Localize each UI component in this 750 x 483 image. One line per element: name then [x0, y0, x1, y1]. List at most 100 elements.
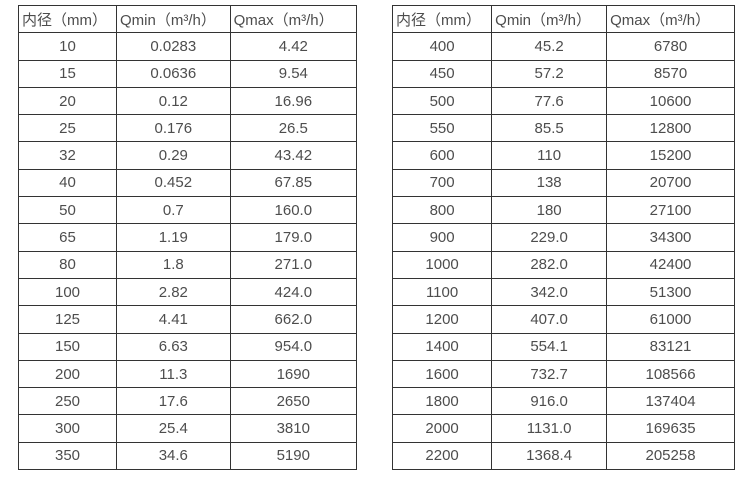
column-header-qmin: Qmin（m³/h）	[116, 4, 231, 34]
column-header-qmax: Qmax（m³/h）	[606, 4, 735, 34]
table-row: 125 4.41 662.0	[17, 305, 358, 334]
cell-qmax: 8570	[606, 59, 735, 88]
cell-qmin: 916.0	[491, 387, 608, 416]
cell-diameter: 150	[17, 332, 118, 361]
cell-qmax: 3810	[229, 414, 358, 443]
cell-qmax: 16.96	[229, 86, 358, 116]
cell-qmax: 179.0	[229, 223, 358, 252]
cell-qmin: 1131.0	[491, 414, 608, 443]
table-row: 550 85.5 12800	[391, 114, 735, 143]
cell-qmax: 137404	[606, 387, 735, 416]
cell-diameter: 40	[17, 168, 118, 198]
cell-qmax: 26.5	[229, 114, 358, 143]
cell-qmin: 180	[491, 196, 608, 225]
cell-qmax: 169635	[606, 414, 735, 443]
cell-qmax: 271.0	[229, 250, 358, 279]
cell-qmax: 20700	[606, 168, 735, 198]
cell-qmax: 34300	[606, 223, 735, 252]
cell-qmax: 83121	[606, 332, 735, 361]
cell-qmax: 205258	[606, 441, 735, 471]
cell-qmin: 0.12	[116, 86, 231, 116]
cell-qmin: 85.5	[491, 114, 608, 143]
table-row: 1000 282.0 42400	[391, 250, 735, 279]
table-row: 900 229.0 34300	[391, 223, 735, 252]
cell-qmax: 1690	[229, 359, 358, 389]
cell-qmax: 424.0	[229, 277, 358, 307]
cell-diameter: 1600	[391, 359, 493, 389]
cell-diameter: 80	[17, 250, 118, 279]
cell-diameter: 100	[17, 277, 118, 307]
table-row: 200 11.3 1690	[17, 359, 358, 389]
table-row: 700 138 20700	[391, 168, 735, 198]
cell-qmax: 61000	[606, 305, 735, 334]
cell-diameter: 1400	[391, 332, 493, 361]
cell-qmax: 43.42	[229, 141, 358, 170]
table-row: 10 0.0283 4.42	[17, 32, 358, 61]
cell-diameter: 50	[17, 196, 118, 225]
cell-diameter: 250	[17, 387, 118, 416]
cell-qmax: 67.85	[229, 168, 358, 198]
cell-diameter: 15	[17, 59, 118, 88]
table-row: 15 0.0636 9.54	[17, 59, 358, 88]
table-row: 50 0.7 160.0	[17, 196, 358, 225]
column-header-qmin: Qmin（m³/h）	[491, 4, 608, 34]
spec-table-small-diameters: 内径（mm） Qmin（m³/h） Qmax（m³/h） 10 0.0283 4.4…	[17, 4, 358, 471]
cell-qmin: 0.29	[116, 141, 231, 170]
cell-qmax: 6780	[606, 32, 735, 61]
table-row: 20 0.12 16.96	[17, 86, 358, 116]
cell-diameter: 1000	[391, 250, 493, 279]
table-row: 1800 916.0 137404	[391, 387, 735, 416]
cell-qmin: 0.452	[116, 168, 231, 198]
cell-qmin: 25.4	[116, 414, 231, 443]
cell-qmax: 5190	[229, 441, 358, 471]
cell-qmin: 138	[491, 168, 608, 198]
cell-qmin: 0.7	[116, 196, 231, 225]
table-row: 25 0.176 26.5	[17, 114, 358, 143]
cell-qmax: 4.42	[229, 32, 358, 61]
cell-qmax: 12800	[606, 114, 735, 143]
cell-diameter: 800	[391, 196, 493, 225]
cell-diameter: 25	[17, 114, 118, 143]
table-row: 65 1.19 179.0	[17, 223, 358, 252]
cell-qmin: 342.0	[491, 277, 608, 307]
cell-qmin: 11.3	[116, 359, 231, 389]
cell-qmin: 732.7	[491, 359, 608, 389]
cell-qmin: 17.6	[116, 387, 231, 416]
cell-qmin: 0.0283	[116, 32, 231, 61]
table-row: 32 0.29 43.42	[17, 141, 358, 170]
cell-qmax: 27100	[606, 196, 735, 225]
table-row: 40 0.452 67.85	[17, 168, 358, 198]
cell-qmin: 110	[491, 141, 608, 170]
cell-qmax: 9.54	[229, 59, 358, 88]
cell-diameter: 2000	[391, 414, 493, 443]
column-header-qmax: Qmax（m³/h）	[229, 4, 358, 34]
cell-qmin: 2.82	[116, 277, 231, 307]
cell-qmax: 10600	[606, 86, 735, 116]
table-row: 1100 342.0 51300	[391, 277, 735, 307]
cell-qmin: 4.41	[116, 305, 231, 334]
table-row: 250 17.6 2650	[17, 387, 358, 416]
cell-diameter: 900	[391, 223, 493, 252]
cell-qmin: 1368.4	[491, 441, 608, 471]
cell-diameter: 350	[17, 441, 118, 471]
cell-diameter: 1800	[391, 387, 493, 416]
cell-diameter: 450	[391, 59, 493, 88]
cell-diameter: 20	[17, 86, 118, 116]
cell-qmin: 554.1	[491, 332, 608, 361]
cell-qmin: 0.0636	[116, 59, 231, 88]
cell-qmin: 1.8	[116, 250, 231, 279]
table-row: 2000 1131.0 169635	[391, 414, 735, 443]
cell-qmax: 662.0	[229, 305, 358, 334]
table-row: 1600 732.7 108566	[391, 359, 735, 389]
table-row: 100 2.82 424.0	[17, 277, 358, 307]
cell-diameter: 400	[391, 32, 493, 61]
cell-qmin: 229.0	[491, 223, 608, 252]
cell-qmin: 34.6	[116, 441, 231, 471]
cell-qmax: 51300	[606, 277, 735, 307]
column-header-diameter: 内径（mm）	[391, 4, 493, 34]
cell-qmin: 282.0	[491, 250, 608, 279]
cell-qmin: 45.2	[491, 32, 608, 61]
cell-diameter: 2200	[391, 441, 493, 471]
table-row: 450 57.2 8570	[391, 59, 735, 88]
